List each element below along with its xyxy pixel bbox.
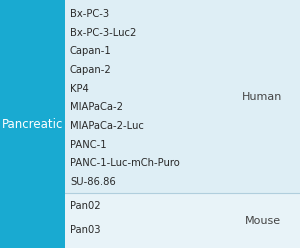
Text: Pan02: Pan02 [70, 201, 100, 211]
Text: Human: Human [242, 92, 283, 101]
Text: Pan03: Pan03 [70, 225, 100, 235]
Text: MIAPaCa-2-Luc: MIAPaCa-2-Luc [70, 121, 144, 131]
Text: KP4: KP4 [70, 84, 89, 93]
Bar [65, 0, 300, 193]
Text: Capan-1: Capan-1 [70, 46, 112, 56]
Bar [0, 0, 65, 248]
Text: PANC-1-Luc-mCh-Puro: PANC-1-Luc-mCh-Puro [70, 158, 180, 168]
Bar [65, 193, 300, 248]
Text: Pancreatic: Pancreatic [2, 118, 63, 130]
Text: Bx-PC-3: Bx-PC-3 [70, 9, 109, 19]
Text: Mouse: Mouse [244, 216, 280, 225]
Text: PANC-1: PANC-1 [70, 140, 106, 150]
Text: SU-86.86: SU-86.86 [70, 177, 116, 187]
Text: Capan-2: Capan-2 [70, 65, 112, 75]
Text: MIAPaCa-2: MIAPaCa-2 [70, 102, 123, 112]
Text: Bx-PC-3-Luc2: Bx-PC-3-Luc2 [70, 28, 136, 37]
